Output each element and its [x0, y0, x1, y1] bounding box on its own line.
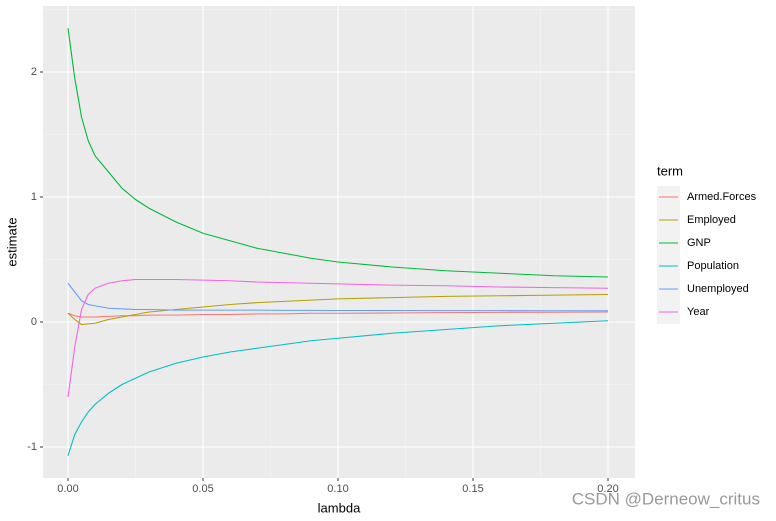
y-tick-label: 2	[31, 66, 37, 78]
series-line	[67, 278, 609, 398]
series-line	[67, 282, 608, 312]
x-axis-title: lambda	[318, 500, 361, 515]
legend-label: Unemployed	[687, 283, 749, 295]
x-tick-label: 0.20	[597, 483, 618, 495]
series-line	[67, 311, 609, 318]
y-tick-label: -1	[27, 441, 37, 453]
lines	[67, 28, 609, 456]
legend-label: Employed	[687, 214, 736, 226]
legend-title: term	[657, 163, 683, 178]
x-tick-label: 0.05	[192, 483, 213, 495]
series-line	[67, 320, 609, 456]
series-line	[67, 28, 609, 278]
y-tick-label: 1	[31, 191, 37, 203]
series-line	[67, 293, 609, 326]
panel	[43, 6, 635, 478]
legend-label: Armed.Forces	[687, 191, 757, 203]
y-tick-label: 0	[31, 316, 37, 328]
grid	[43, 6, 635, 478]
legend-label: GNP	[687, 237, 711, 249]
x-tick-label: 0.00	[57, 483, 78, 495]
legend-label: Year	[687, 306, 710, 318]
legend-label: Population	[687, 260, 739, 272]
x-tick-label: 0.10	[327, 483, 348, 495]
x-tick-label: 0.15	[462, 483, 483, 495]
watermark: CSDN @Derneow_critus	[572, 489, 760, 508]
y-axis-title: estimate	[4, 217, 19, 266]
